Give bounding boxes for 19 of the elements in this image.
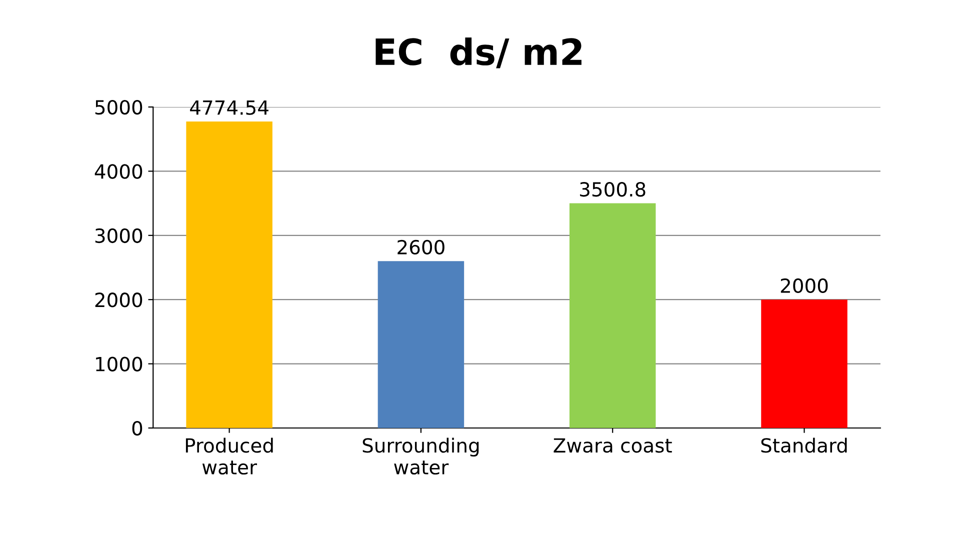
x-tick-label: Surrounding water xyxy=(362,438,479,475)
data-label: 2000 xyxy=(780,278,828,294)
y-tick-label: 1000 xyxy=(96,356,142,372)
y-tick-label: 2000 xyxy=(95,292,142,308)
data-label: 4774.54 xyxy=(190,100,268,115)
x-tick-label: Standard xyxy=(761,438,847,453)
y-tick-label: 0 xyxy=(132,420,142,436)
chart-title: EC ds/ m2 xyxy=(376,37,582,68)
data-label: 3500.8 xyxy=(580,182,646,197)
y-tick-label: 5000 xyxy=(95,100,142,115)
bar xyxy=(378,261,464,428)
data-label: 2600 xyxy=(398,240,444,255)
bar xyxy=(186,121,272,428)
bar xyxy=(569,203,656,428)
y-tick-label: 3000 xyxy=(95,228,142,244)
y-tick-label: 4000 xyxy=(94,164,142,179)
x-tick-label: Produced water xyxy=(186,438,273,475)
x-tick-label: Zwara coast xyxy=(554,438,672,453)
bar xyxy=(761,300,848,428)
